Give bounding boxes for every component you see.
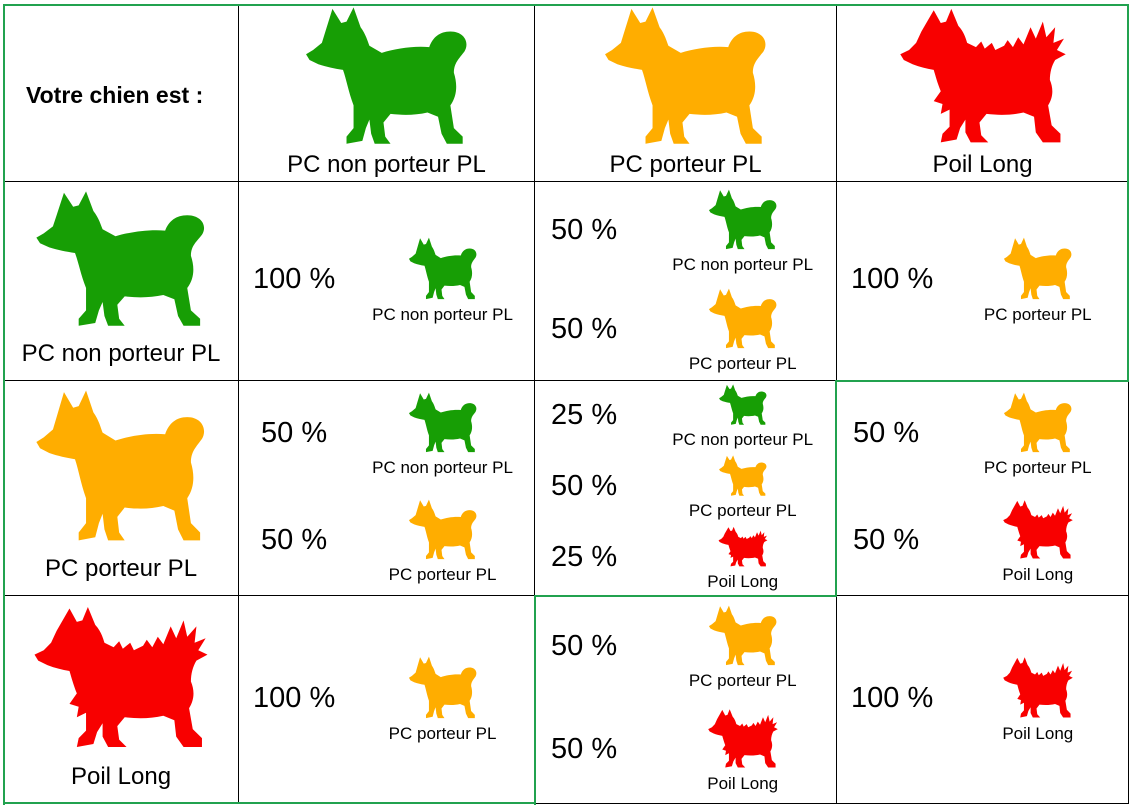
outcome-label: Poil Long <box>707 572 779 592</box>
outcome-percent: 25 % <box>551 398 618 431</box>
outcome-label: PC porteur PL <box>688 353 797 373</box>
outcome-dog-icon <box>406 656 480 720</box>
outcome-dog-icon <box>706 189 780 251</box>
outcome-dog-icon <box>1001 656 1075 720</box>
column-header-dog-icon <box>895 6 1071 148</box>
green-frame-right-top <box>1127 4 1129 382</box>
outcome-label: PC porteur PL <box>388 564 497 584</box>
outcome-label: PC porteur PL <box>688 501 797 520</box>
outcome-percent: 50 % <box>551 733 618 766</box>
outcome-dog-icon <box>1001 237 1075 301</box>
row-header-dog-icon <box>29 604 213 753</box>
row-header-label: PC porteur PL <box>44 555 198 582</box>
outcome-dog-icon <box>1001 499 1075 561</box>
outcome-label: PC non porteur PL <box>372 457 513 477</box>
outcome-label: PC non porteur PL <box>372 305 513 324</box>
outcome-label: Poil Long <box>1002 564 1074 584</box>
outcome-percent: 100 % <box>851 263 934 295</box>
column-header-label: PC non porteur PL <box>287 151 486 178</box>
outcome-dog-icon <box>1001 392 1075 454</box>
outcome-dog-icon <box>706 708 780 770</box>
row-header-dog-icon <box>29 389 213 545</box>
outcome-percent: 50 % <box>551 213 618 246</box>
outcome-dog-icon <box>717 455 769 497</box>
outcome-percent: 100 % <box>253 263 336 295</box>
outcome-percent: 50 % <box>551 312 618 345</box>
outcome-label: PC porteur PL <box>688 670 797 690</box>
outcome-label: PC non porteur PL <box>672 429 814 449</box>
outcome-dog-icon <box>717 526 769 568</box>
row-header-label: Poil Long <box>70 763 172 790</box>
green-frame-step-v2 <box>534 595 536 805</box>
column-header-dog-icon <box>299 6 475 148</box>
green-frame-step-v1 <box>835 380 837 597</box>
outcome-percent: 50 % <box>261 416 328 449</box>
outcome-label: PC porteur PL <box>388 723 497 743</box>
green-frame-bottom-left <box>3 802 536 804</box>
grid-line-v1 <box>238 5 239 804</box>
outcome-dog-icon <box>406 392 480 454</box>
grid-line-right <box>1128 380 1129 804</box>
grid-line-h2 <box>3 380 1129 381</box>
outcome-percent: 50 % <box>551 470 618 502</box>
green-frame-step-h1 <box>836 380 1129 382</box>
outcome-percent: 50 % <box>853 416 920 449</box>
outcome-percent: 100 % <box>851 681 934 714</box>
corner-label: Votre chien est : <box>26 82 204 108</box>
outcome-label: Poil Long <box>1002 723 1074 743</box>
row-header-label: PC non porteur PL <box>21 340 221 367</box>
green-frame-top <box>3 4 1129 6</box>
outcome-label: PC porteur PL <box>983 305 1092 324</box>
outcome-label: PC non porteur PL <box>672 254 814 274</box>
grid-line-v2 <box>534 5 535 804</box>
outcome-dog-icon <box>717 384 769 426</box>
column-header-label: Poil Long <box>932 151 1033 178</box>
green-frame-left <box>3 4 5 805</box>
outcome-dog-icon <box>406 499 480 561</box>
outcome-label: PC porteur PL <box>983 457 1092 477</box>
outcome-dog-icon <box>406 237 480 301</box>
grid-line-bottom <box>534 803 1129 804</box>
column-header-label: PC porteur PL <box>609 151 762 178</box>
outcome-percent: 50 % <box>551 629 618 662</box>
outcome-percent: 25 % <box>551 541 618 574</box>
green-frame-step-h2 <box>534 595 837 597</box>
column-header-dog-icon <box>598 6 774 148</box>
outcome-percent: 50 % <box>853 523 920 556</box>
outcome-label: Poil Long <box>707 774 779 794</box>
outcome-percent: 50 % <box>261 523 328 556</box>
row-header-dog-icon <box>29 190 213 330</box>
outcome-dog-icon <box>706 288 780 350</box>
outcome-dog-icon <box>706 605 780 667</box>
outcome-percent: 100 % <box>253 681 336 714</box>
grid-line-h1 <box>3 181 1129 182</box>
